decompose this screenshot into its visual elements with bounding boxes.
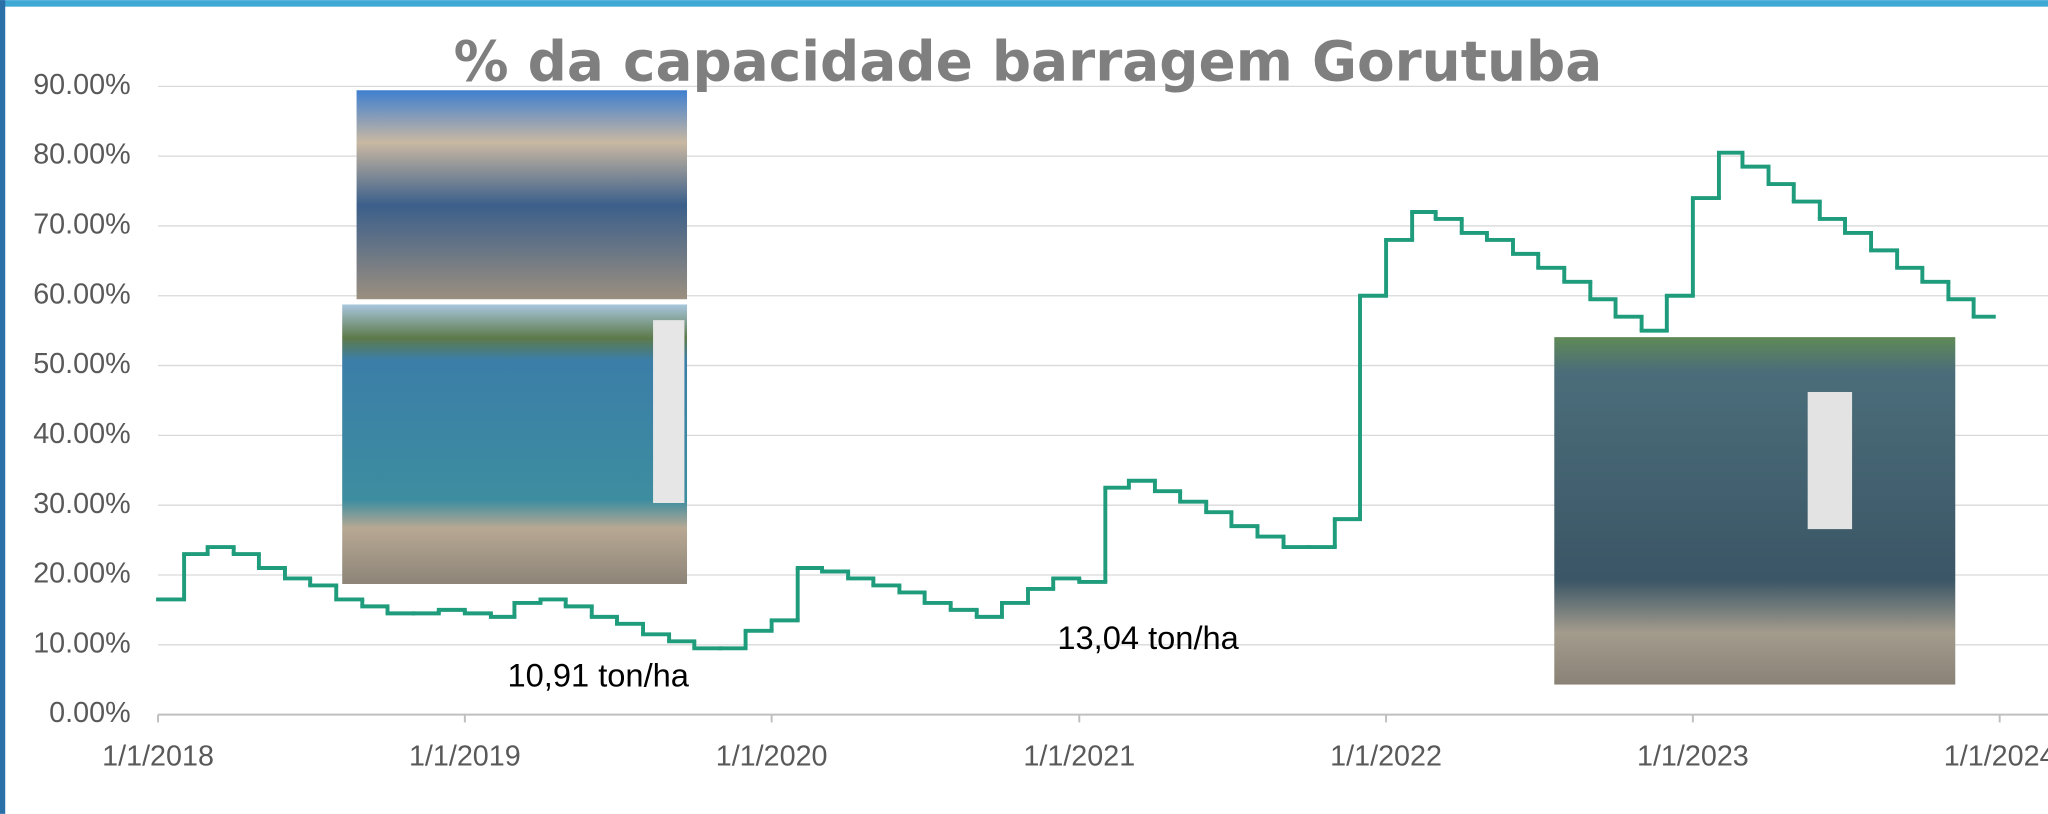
y-tick-label: 10.00%	[33, 627, 130, 659]
photo-tower	[1807, 391, 1853, 530]
x-tick-label: 1/1/2018	[102, 740, 214, 772]
annotation: 13,04 ton/ha	[1057, 619, 1239, 656]
x-tick-label: 1/1/2019	[409, 740, 521, 772]
chart-title: % da capacidade barragem Gorutuba	[454, 30, 1603, 94]
left-border	[0, 0, 6, 814]
x-tick-label: 1/1/2023	[1637, 740, 1749, 772]
photo	[342, 304, 688, 584]
x-tick-label: 1/1/2021	[1023, 740, 1135, 772]
x-tick-label: 1/1/2022	[1330, 740, 1442, 772]
top-border	[0, 0, 2048, 7]
y-tick-label: 40.00%	[33, 418, 130, 450]
x-tick-label: 1/1/2020	[716, 740, 828, 772]
annotation: 10,91 ton/ha	[507, 657, 689, 694]
y-tick-label: 20.00%	[33, 558, 130, 590]
y-tick-label: 90.00%	[33, 69, 130, 101]
x-tick-label: 1/1/2024	[1944, 740, 2048, 772]
photo-tower	[653, 320, 685, 503]
y-tick-label: 50.00%	[33, 348, 130, 380]
y-tick-label: 30.00%	[33, 488, 130, 520]
y-tick-label: 70.00%	[33, 209, 130, 241]
photo	[1554, 337, 1956, 685]
y-tick-label: 60.00%	[33, 278, 130, 310]
y-tick-label: 80.00%	[33, 139, 130, 171]
photo	[356, 90, 688, 300]
y-tick-label: 0.00%	[49, 697, 130, 729]
